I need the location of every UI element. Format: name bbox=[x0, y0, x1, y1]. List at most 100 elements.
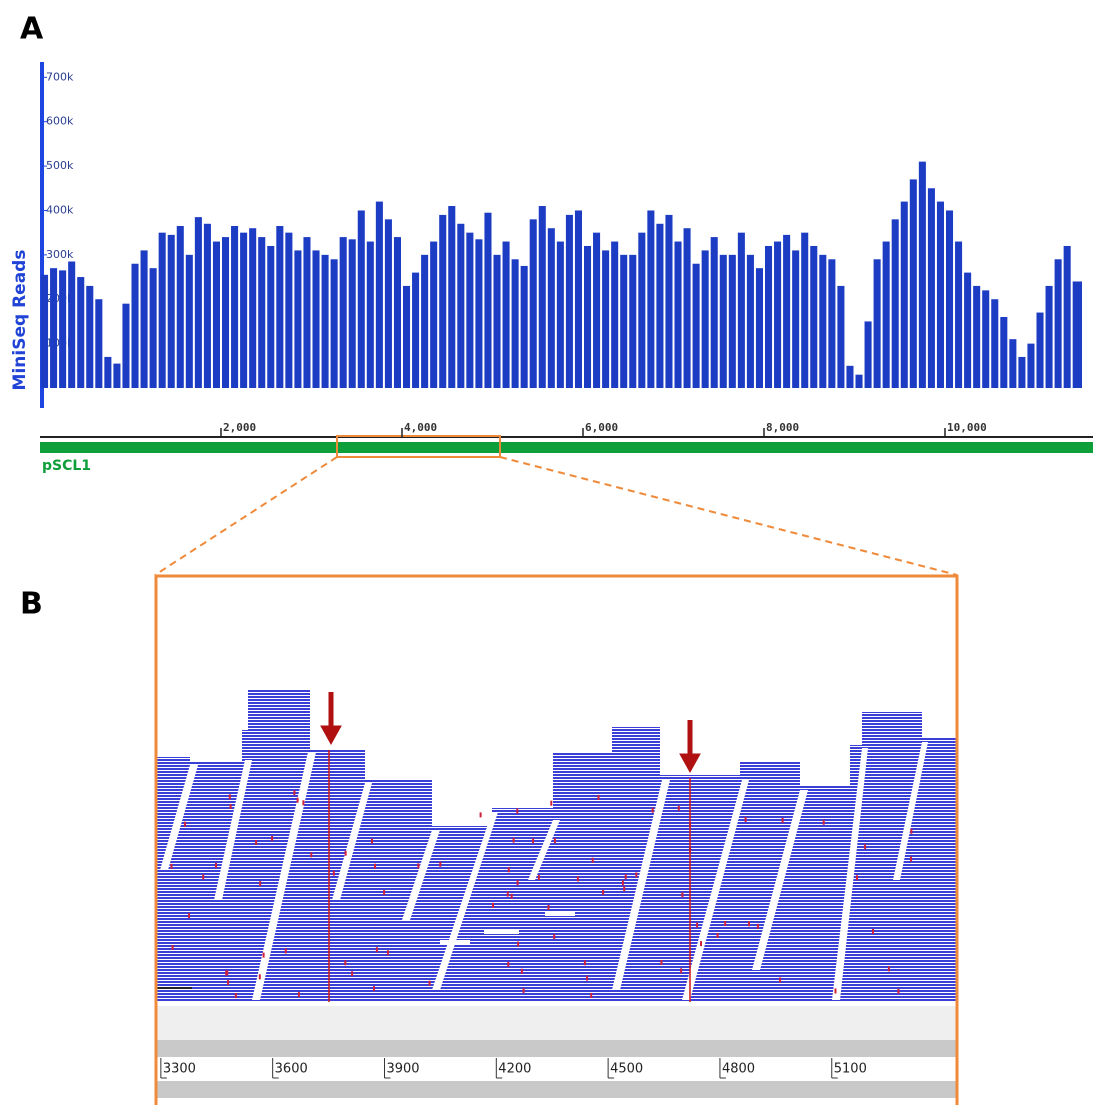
mismatch bbox=[757, 924, 759, 929]
mismatch bbox=[872, 929, 874, 934]
y-tick-label: 300k bbox=[46, 248, 74, 261]
x-tick-label: 4,000 bbox=[404, 421, 437, 434]
bar bbox=[267, 246, 274, 388]
bar bbox=[141, 250, 148, 388]
bar bbox=[403, 286, 410, 388]
bar bbox=[883, 242, 890, 388]
bar bbox=[530, 219, 537, 388]
bar bbox=[340, 237, 347, 388]
y-tick-label: 700k bbox=[46, 70, 74, 83]
mismatch bbox=[387, 950, 389, 955]
mismatch bbox=[229, 794, 231, 799]
bar bbox=[539, 206, 546, 388]
bar bbox=[493, 255, 500, 388]
bar bbox=[991, 299, 998, 388]
bar bbox=[973, 286, 980, 388]
bar bbox=[503, 242, 510, 388]
bar bbox=[394, 237, 401, 388]
mismatch bbox=[297, 798, 299, 803]
bar bbox=[892, 219, 899, 388]
bar bbox=[95, 299, 102, 388]
bar bbox=[448, 206, 455, 388]
bar bbox=[285, 233, 292, 388]
figure: A B MiniSeq Reads pSCL1 100k200k30 bbox=[0, 0, 1093, 1105]
ruler-tick-label: 4200 bbox=[498, 1062, 531, 1077]
mismatch bbox=[700, 941, 702, 946]
mismatch bbox=[532, 838, 534, 843]
bar bbox=[150, 268, 157, 388]
bar bbox=[674, 242, 681, 388]
bar bbox=[276, 226, 283, 388]
mismatch bbox=[172, 945, 174, 950]
bar bbox=[855, 375, 862, 388]
mismatch bbox=[696, 923, 698, 928]
bar bbox=[702, 250, 709, 388]
bar bbox=[312, 250, 319, 388]
bar bbox=[656, 224, 663, 388]
mismatch bbox=[263, 953, 265, 958]
bar bbox=[955, 242, 962, 388]
bar bbox=[575, 210, 582, 388]
bar bbox=[249, 228, 256, 388]
y-tick-label: 400k bbox=[46, 203, 74, 216]
bar bbox=[1064, 246, 1071, 388]
bar bbox=[331, 259, 338, 388]
mismatch bbox=[417, 863, 419, 868]
mismatch bbox=[910, 857, 912, 862]
mismatch bbox=[507, 892, 509, 897]
mismatch bbox=[302, 800, 304, 805]
mismatch bbox=[864, 844, 866, 849]
bar bbox=[837, 286, 844, 388]
mismatch bbox=[225, 971, 227, 976]
mismatch bbox=[782, 818, 784, 823]
mismatch bbox=[171, 864, 173, 869]
mismatch bbox=[230, 804, 232, 809]
mismatch bbox=[678, 806, 680, 811]
x-tick-label: 8,000 bbox=[766, 421, 799, 434]
bar bbox=[86, 286, 93, 388]
mismatch bbox=[507, 962, 509, 967]
bar bbox=[1027, 344, 1034, 388]
x-tick-label: 6,000 bbox=[585, 421, 618, 434]
mismatch bbox=[517, 880, 519, 885]
bar bbox=[41, 275, 48, 388]
bar bbox=[602, 250, 609, 388]
bar bbox=[1036, 313, 1043, 388]
bar bbox=[693, 264, 700, 388]
mismatch bbox=[888, 966, 890, 971]
bar bbox=[810, 246, 817, 388]
bar bbox=[258, 237, 265, 388]
x-tick-label: 10,000 bbox=[947, 421, 987, 434]
mismatch bbox=[623, 886, 625, 891]
mismatch bbox=[215, 863, 217, 868]
mismatch bbox=[592, 858, 594, 863]
mismatch bbox=[516, 809, 518, 814]
mismatch bbox=[602, 890, 604, 895]
mismatch bbox=[373, 986, 375, 991]
mismatch bbox=[227, 980, 229, 985]
bar bbox=[131, 264, 138, 388]
bar bbox=[349, 239, 356, 388]
mismatch bbox=[492, 903, 494, 908]
mismatch bbox=[523, 988, 525, 993]
mismatch bbox=[383, 890, 385, 895]
bar bbox=[222, 237, 229, 388]
bar bbox=[756, 268, 763, 388]
bar bbox=[584, 246, 591, 388]
mismatch bbox=[271, 836, 273, 841]
bar bbox=[684, 228, 691, 388]
bar bbox=[421, 255, 428, 388]
bar bbox=[919, 162, 926, 388]
bar bbox=[729, 255, 736, 388]
mismatch bbox=[717, 933, 719, 938]
mismatch bbox=[910, 829, 912, 834]
track-band bbox=[157, 1040, 957, 1057]
mismatch bbox=[622, 880, 624, 885]
ruler-tick-label: 4800 bbox=[722, 1062, 755, 1077]
panel-label: B bbox=[20, 587, 43, 622]
bar bbox=[566, 215, 573, 388]
bar bbox=[186, 255, 193, 388]
bar bbox=[792, 250, 799, 388]
bar bbox=[104, 357, 111, 388]
mismatch bbox=[188, 913, 190, 918]
